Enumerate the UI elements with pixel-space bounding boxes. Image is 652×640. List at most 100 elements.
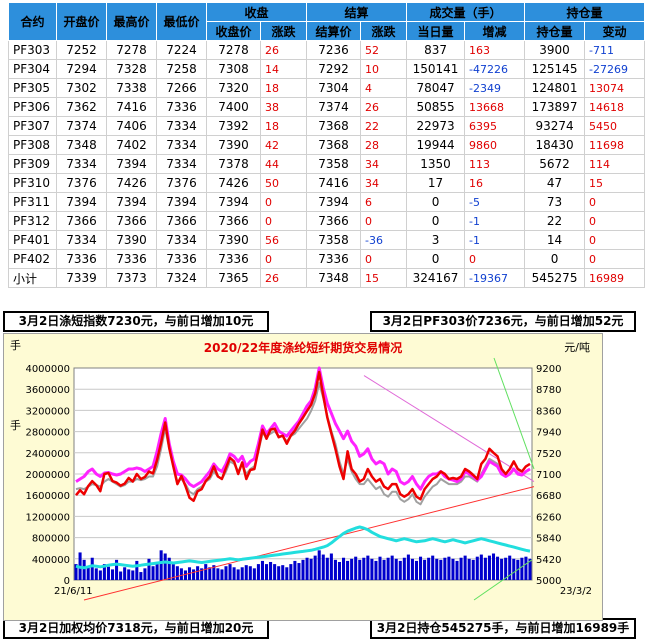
cell-close: 7400 xyxy=(206,97,261,117)
cell-vol: 0 xyxy=(406,249,466,269)
volume-bar xyxy=(224,566,228,580)
volume-bar xyxy=(289,564,293,580)
volume-bar xyxy=(427,557,431,580)
cell-oi-chg: 0 xyxy=(584,249,646,269)
volume-bar xyxy=(374,560,378,580)
series-line-open-interest xyxy=(75,525,531,570)
left-tick-label: 1200000 xyxy=(25,512,70,523)
left-tick-label: 2000000 xyxy=(25,470,70,481)
volume-bar xyxy=(333,559,337,580)
cell-vol: 0 xyxy=(406,211,466,231)
cell-oi-chg: 11698 xyxy=(584,135,646,155)
volume-bar xyxy=(159,550,163,580)
volume-bar xyxy=(171,564,175,580)
cell-close-chg: 26 xyxy=(259,40,308,60)
cell-close: 7390 xyxy=(206,135,261,155)
cell-settle-chg: 6 xyxy=(360,192,408,212)
volume-bar xyxy=(378,556,382,580)
cell-oi: 124801 xyxy=(524,78,586,98)
cell-oi-chg: 5450 xyxy=(584,116,646,136)
col-header-oi-change: 变动 xyxy=(584,21,646,41)
cell-settle: 7394 xyxy=(306,192,362,212)
cell-open: 7366 xyxy=(56,211,107,231)
volume-bar xyxy=(248,566,252,580)
volume-bar xyxy=(342,557,346,580)
table-row: PF307 7374 7406 7334 7392 18 7368 22 22973 6395 93… xyxy=(8,116,646,136)
cell-oi-chg: 0 xyxy=(584,192,646,212)
cell-oi: 47 xyxy=(524,173,586,193)
volume-bar xyxy=(402,557,406,580)
cell-open: 7334 xyxy=(56,230,107,250)
cell-oi: 3900 xyxy=(524,40,586,60)
col-group-settle: 结算 xyxy=(306,2,408,22)
volume-bar xyxy=(212,565,216,580)
cell-high: 7406 xyxy=(106,116,157,136)
volume-bar xyxy=(305,557,309,580)
cell-oi-chg: 0 xyxy=(584,230,646,250)
cell-vol: 324167 xyxy=(406,268,466,288)
volume-bar xyxy=(301,559,305,580)
cell-open: 7336 xyxy=(56,249,107,269)
table-row: PF308 7348 7402 7334 7390 42 7368 28 19944 9860 18… xyxy=(8,135,646,155)
cell-close: 7320 xyxy=(206,78,261,98)
volume-bar xyxy=(232,567,236,580)
info-weighted-average: 3月2日加权均价7318元，与前日增加20元 xyxy=(3,618,269,639)
cell-settle: 7348 xyxy=(306,268,362,288)
volume-bar xyxy=(285,567,289,580)
cell-close-chg: 0 xyxy=(259,211,308,231)
volume-bar xyxy=(147,558,151,580)
cell-open: 7376 xyxy=(56,173,107,193)
volume-bar xyxy=(504,557,508,580)
cell-name: PF311 xyxy=(8,192,57,212)
volume-bar xyxy=(269,561,273,580)
cell-vol: 50855 xyxy=(406,97,466,117)
volume-bar xyxy=(382,559,386,580)
cell-settle-chg: 4 xyxy=(360,78,408,98)
cell-settle-chg: 26 xyxy=(360,97,408,117)
volume-bar xyxy=(354,556,358,580)
table-row: PF402 7336 7336 7336 7336 0 7336 0 0 0 0 0 xyxy=(8,249,646,269)
cell-vol-chg: -19367 xyxy=(464,268,526,288)
cell-vol: 17 xyxy=(406,173,466,193)
volume-bar xyxy=(500,558,504,580)
left-tick-label: 0 xyxy=(64,576,70,587)
volume-bar xyxy=(321,554,325,580)
table-row: 小计 7339 7373 7324 7365 26 7348 15 324167 -19367 54… xyxy=(8,268,646,288)
volume-bar xyxy=(366,555,370,580)
cell-close-chg: 0 xyxy=(259,192,308,212)
cell-name: PF402 xyxy=(8,249,57,269)
cell-low: 7258 xyxy=(156,59,207,79)
table-row: PF309 7334 7394 7334 7378 44 7358 34 1350 113 5672… xyxy=(8,154,646,174)
cell-name: PF312 xyxy=(8,211,57,231)
cell-low: 7334 xyxy=(156,116,207,136)
cell-settle-chg: 0 xyxy=(360,249,408,269)
left-tick-label: 400000 xyxy=(32,555,70,566)
left-tick-label: 2800000 xyxy=(25,428,70,439)
volume-bar xyxy=(346,560,350,580)
cell-close-chg: 44 xyxy=(259,154,308,174)
cell-low: 7336 xyxy=(156,249,207,269)
volume-bar xyxy=(467,558,471,580)
cell-oi: 125145 xyxy=(524,59,586,79)
cell-name: PF303 xyxy=(8,40,57,60)
col-header-high: 最高价 xyxy=(106,2,157,41)
cell-open: 7302 xyxy=(56,78,107,98)
cell-close-chg: 18 xyxy=(259,78,308,98)
volume-bar xyxy=(443,557,447,580)
cell-close-chg: 18 xyxy=(259,116,308,136)
cell-settle-chg: 10 xyxy=(360,59,408,79)
cell-settle-chg: 34 xyxy=(360,154,408,174)
volume-bar xyxy=(479,554,483,580)
trend-line-green-lower xyxy=(473,559,533,601)
volume-bar xyxy=(406,554,410,580)
cell-high: 7328 xyxy=(106,59,157,79)
volume-bar xyxy=(459,557,463,580)
cell-vol-chg: -2349 xyxy=(464,78,526,98)
cell-low: 7224 xyxy=(156,40,207,60)
cell-low: 7394 xyxy=(156,192,207,212)
volume-bar xyxy=(200,568,204,580)
right-tick-label: 6260 xyxy=(536,512,561,523)
volume-bar xyxy=(273,564,277,580)
cell-settle-chg: 34 xyxy=(360,173,408,193)
cell-low: 7334 xyxy=(156,230,207,250)
